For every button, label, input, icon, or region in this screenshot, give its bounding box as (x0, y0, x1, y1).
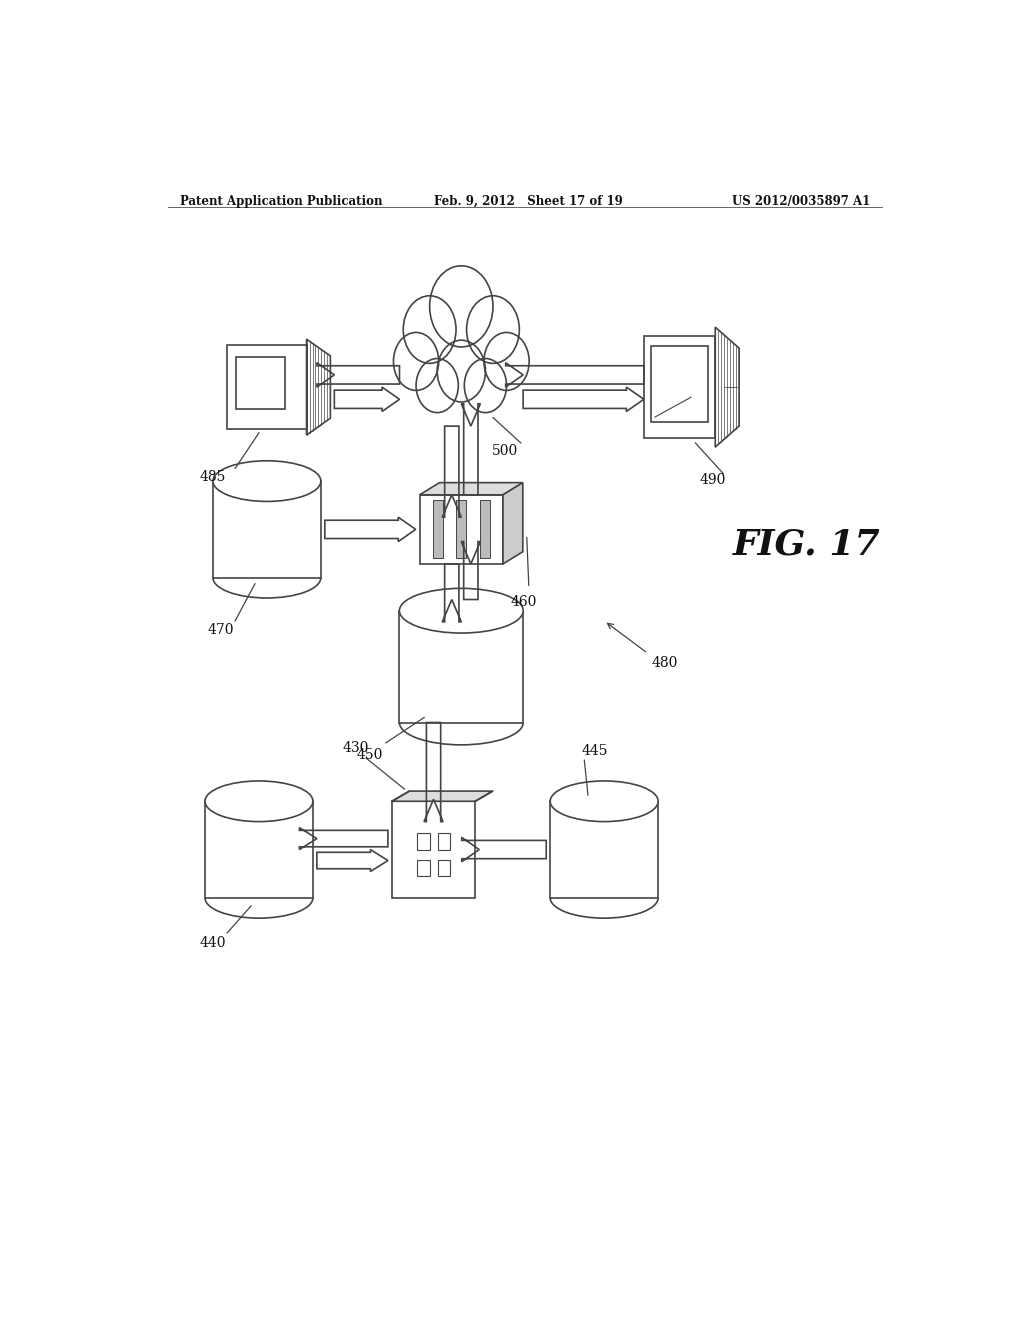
Ellipse shape (205, 781, 313, 821)
Circle shape (420, 304, 503, 409)
Polygon shape (644, 337, 715, 438)
Text: 500: 500 (492, 444, 518, 458)
Text: 470: 470 (207, 623, 233, 636)
Text: 485: 485 (200, 470, 226, 484)
Circle shape (484, 333, 529, 391)
Text: 450: 450 (356, 748, 383, 762)
Text: Patent Application Publication: Patent Application Publication (179, 195, 382, 209)
Text: 445: 445 (582, 744, 608, 758)
Circle shape (403, 296, 456, 363)
Polygon shape (503, 483, 523, 564)
Text: 460: 460 (511, 595, 537, 610)
Polygon shape (236, 358, 285, 409)
Polygon shape (392, 791, 493, 801)
Circle shape (467, 296, 519, 363)
Polygon shape (651, 346, 709, 422)
Circle shape (437, 341, 485, 403)
Polygon shape (479, 500, 489, 558)
Polygon shape (227, 346, 306, 429)
Text: 480: 480 (652, 656, 678, 671)
Polygon shape (213, 480, 321, 578)
Ellipse shape (399, 589, 523, 634)
Polygon shape (420, 495, 503, 564)
Circle shape (430, 265, 493, 347)
Polygon shape (420, 483, 523, 495)
Polygon shape (205, 801, 313, 898)
Text: 440: 440 (200, 936, 226, 950)
Circle shape (416, 359, 459, 413)
Polygon shape (392, 801, 475, 898)
Polygon shape (433, 500, 443, 558)
Text: 430: 430 (342, 741, 369, 755)
Circle shape (464, 359, 507, 413)
Circle shape (393, 333, 438, 391)
Text: Feb. 9, 2012   Sheet 17 of 19: Feb. 9, 2012 Sheet 17 of 19 (433, 195, 623, 209)
Polygon shape (399, 611, 523, 722)
Text: 490: 490 (699, 474, 726, 487)
Ellipse shape (213, 461, 321, 502)
Polygon shape (457, 500, 466, 558)
Text: FIG. 17: FIG. 17 (733, 528, 881, 561)
Polygon shape (550, 801, 658, 898)
Text: US 2012/0035897 A1: US 2012/0035897 A1 (732, 195, 870, 209)
Ellipse shape (550, 781, 658, 821)
